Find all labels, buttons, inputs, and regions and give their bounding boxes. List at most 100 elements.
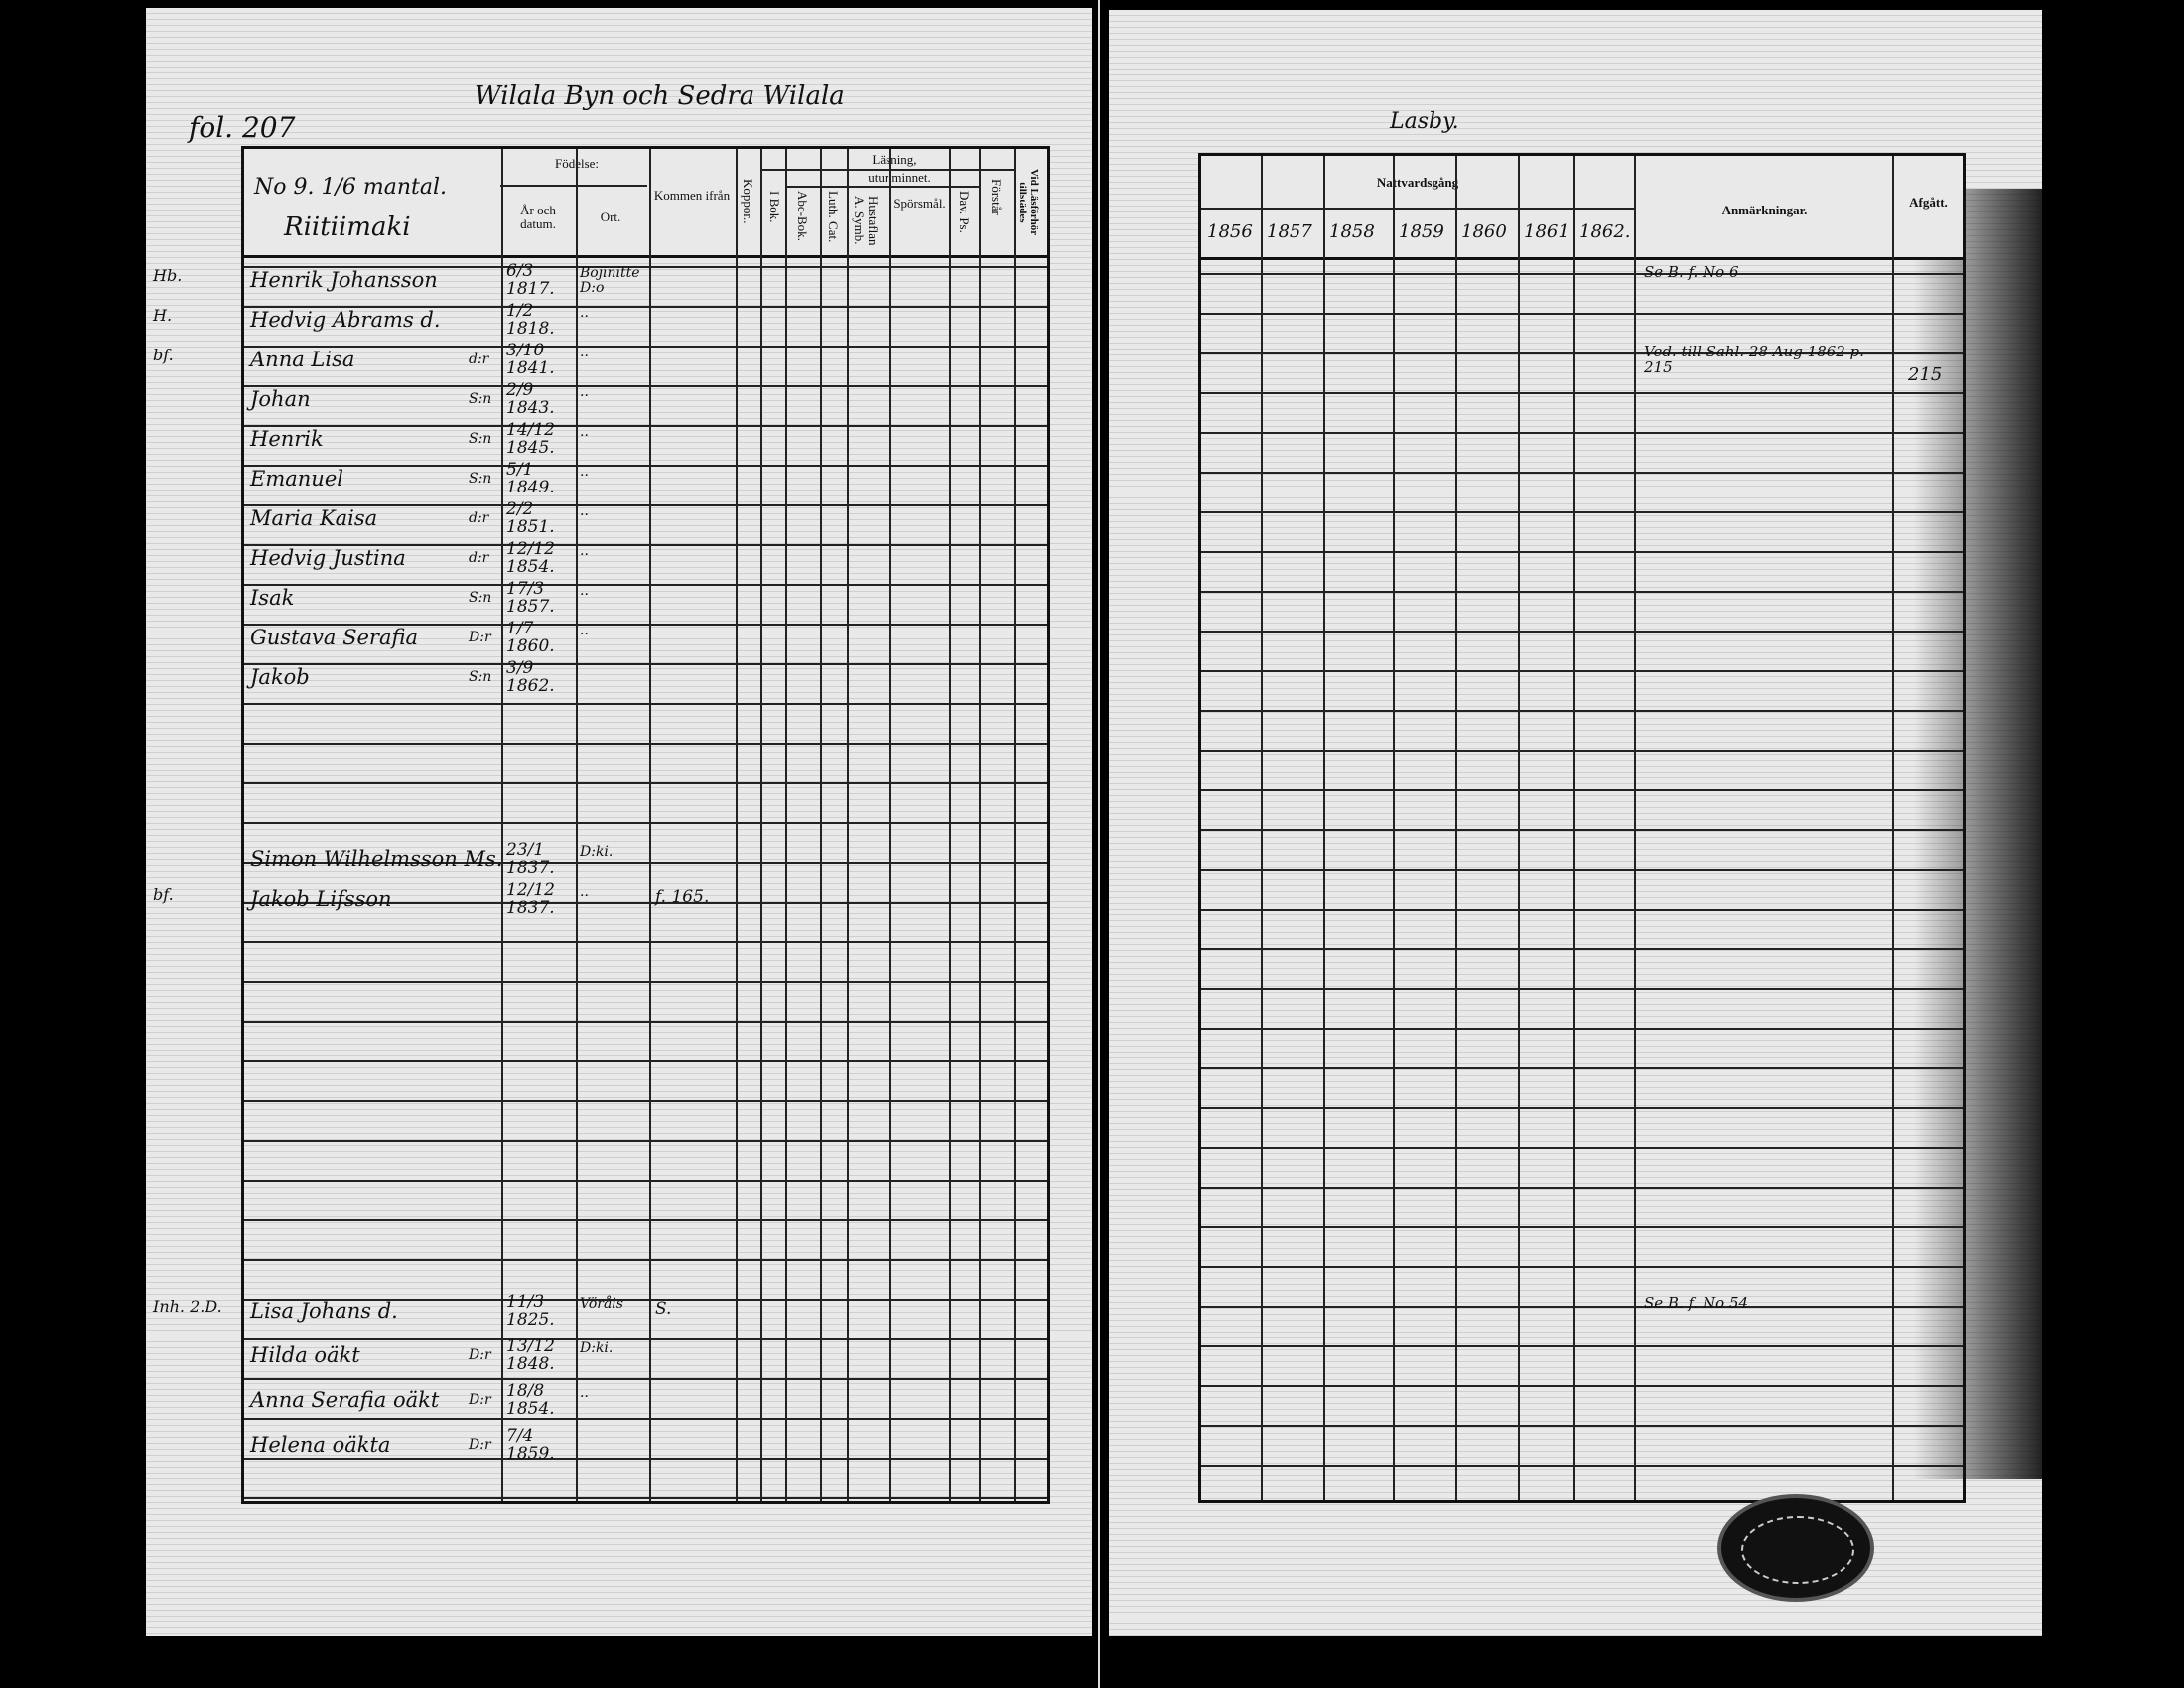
village-heading: Lasby. [1390, 109, 1459, 134]
person-prefix: Inh. 2.D. [153, 1297, 222, 1316]
birth-place: .. [580, 305, 589, 321]
birth-date: 11/3 1825. [506, 1292, 555, 1330]
person-name: Johan [250, 387, 311, 411]
person-name: Anna Serafia oäkt [250, 1388, 440, 1412]
column-rule [785, 149, 787, 1501]
birth-place: .. [580, 884, 589, 900]
column-rule [1634, 156, 1636, 1500]
birth-date: 1/2 1818. [506, 301, 555, 339]
column-rule [949, 149, 951, 1501]
column-rule [1323, 156, 1325, 1500]
header-vid-lasforhor: Vid Läsförhör tillstädes [1017, 169, 1040, 236]
person-relation: D:r [469, 1347, 491, 1363]
header-afgatt: Afgått. [1909, 195, 1948, 210]
header-i-bok: I Bok. [767, 191, 782, 223]
column-rule [736, 149, 738, 1501]
header-hustaflan: Hustaflan A. Symb. [852, 195, 881, 246]
person-relation: S:n [469, 391, 492, 407]
header-year: 1862. [1579, 221, 1631, 242]
column-rule [760, 149, 762, 1501]
birth-date: 12/12 1854. [506, 539, 555, 577]
birth-date: 7/4 1859. [506, 1426, 555, 1464]
column-rule [1261, 156, 1263, 1500]
afgatt-value: 215 [1908, 364, 1943, 385]
birth-date: 3/10 1841. [506, 341, 555, 378]
column-rule [979, 149, 981, 1501]
birth-place: Bojinitte D:o [580, 265, 640, 296]
folio-number: fol. 207 [189, 111, 296, 144]
column-rule [649, 149, 651, 1501]
header-kommen: Kommen ifrån [653, 188, 731, 203]
person-name: Isak [250, 586, 295, 610]
person-prefix: H. [153, 306, 173, 325]
header-forstar: Förstår [989, 179, 1004, 215]
column-rule [1892, 156, 1894, 1500]
person-relation: d:r [469, 352, 489, 367]
household-number: No 9. 1/6 mantal. [254, 175, 448, 200]
communion-register-table: Nattvardsgång Anmärkningar. Afgått. 1856… [1198, 153, 1966, 1503]
person-name: Hilda oäkt [250, 1343, 360, 1367]
header-year: 1861 [1524, 221, 1570, 242]
person-name: Hedvig Justina [250, 546, 406, 570]
birth-date: 12/12 1837. [506, 880, 555, 917]
column-rule [501, 149, 503, 1501]
header-abc-bok: Abc-Bok. [795, 191, 810, 241]
person-name: Gustava Serafia [250, 626, 418, 649]
birth-place: D:ki. [580, 1340, 614, 1356]
header-lasning: Läsning, [872, 152, 917, 167]
person-relation: D:r [469, 1437, 491, 1453]
person-name: Lisa Johans d. [250, 1299, 398, 1323]
birth-place: Vöråis [580, 1296, 623, 1312]
birth-date: 2/9 1843. [506, 380, 555, 418]
birth-date: 17/3 1857. [506, 579, 555, 617]
farm-name: Riitiimaki [284, 212, 411, 242]
column-rule [1573, 156, 1575, 1500]
birth-date: 18/8 1854. [506, 1381, 555, 1419]
birth-place: .. [580, 1385, 589, 1401]
birth-date: 3/9 1862. [506, 658, 555, 696]
header-ar-datum: År och datum. [520, 203, 556, 231]
person-name: Helena oäkta [250, 1433, 391, 1457]
birth-date: 2/2 1851. [506, 499, 555, 537]
birth-place: .. [580, 384, 589, 400]
birth-place: .. [580, 583, 589, 599]
person-name: Jakob Lifsson [250, 887, 392, 911]
birth-place: .. [580, 424, 589, 440]
person-name: Anna Lisa [250, 348, 355, 371]
birth-place: .. [580, 623, 589, 638]
person-relation: S:n [469, 590, 492, 606]
parish-heading: Wilala Byn och Sedra Wilala [475, 81, 845, 111]
person-name: Henrik [250, 427, 324, 451]
birth-place: .. [580, 543, 589, 559]
person-prefix: bf. [153, 346, 174, 364]
archive-stamp [1717, 1494, 1874, 1602]
person-name: Hedvig Abrams d. [250, 308, 441, 332]
birth-date: 5/1 1849. [506, 460, 555, 497]
book-spine [1092, 0, 1109, 1688]
header-koppor: Koppor.. [741, 179, 755, 224]
person-prefix: bf. [153, 885, 174, 904]
column-rule [1518, 156, 1520, 1500]
birth-place: .. [580, 503, 589, 519]
birth-date: 14/12 1845. [506, 420, 555, 458]
household-register-table: No 9. 1/6 mantal. Riitiimaki Födelse: År… [153, 146, 1050, 1504]
header-sporsmal: Spörsmål. [893, 196, 946, 211]
remark-text: Se B. f. No 6 [1644, 263, 1739, 281]
person-relation: S:n [469, 431, 492, 447]
person-relation: S:n [469, 669, 492, 685]
column-rule [820, 149, 822, 1501]
remark-text: Ved. till Sahl. 28 Aug 1862 p. 215 [1644, 343, 1864, 376]
birth-place: D:ki. [580, 844, 614, 860]
person-relation: D:r [469, 630, 491, 645]
person-name: Emanuel [250, 467, 343, 491]
person-name: Henrik Johansson [250, 268, 438, 292]
header-year: 1858 [1329, 221, 1375, 242]
birth-place: .. [580, 464, 589, 480]
person-relation: d:r [469, 510, 489, 526]
column-rule [847, 149, 849, 1501]
person-relation: d:r [469, 550, 489, 566]
column-rule [889, 149, 891, 1501]
header-year: 1860 [1461, 221, 1507, 242]
person-name: Jakob [250, 665, 310, 689]
column-rule [576, 149, 578, 1501]
